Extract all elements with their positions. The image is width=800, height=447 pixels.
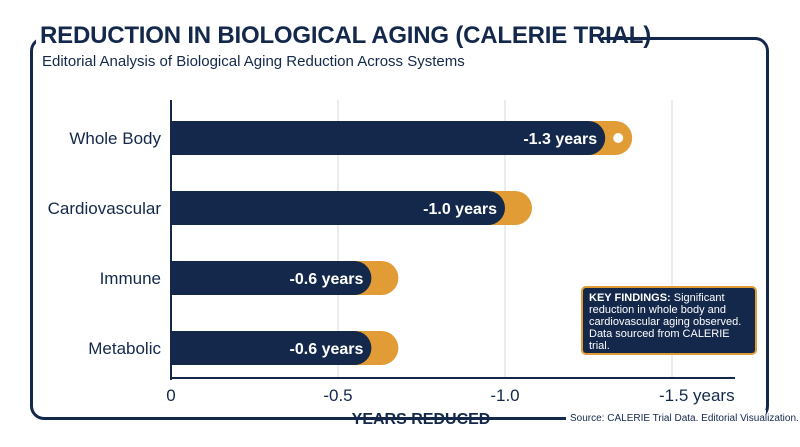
x-axis-label: YEARS REDUCED bbox=[352, 411, 491, 428]
bar-value-label: -0.6 years bbox=[290, 341, 364, 358]
key-findings-text: Significant reduction in whole body and … bbox=[589, 292, 742, 352]
source-note: Source: CALERIE Trial Data. Editorial Vi… bbox=[570, 413, 799, 424]
x-tick-label: 0 bbox=[166, 386, 175, 405]
bar-left-edge bbox=[171, 121, 190, 155]
bar-value-label: -0.6 years bbox=[290, 271, 364, 288]
x-tick-label: -1.0 bbox=[490, 386, 519, 405]
bar bbox=[171, 191, 505, 225]
chart-subtitle: Editorial Analysis of Biological Aging R… bbox=[42, 53, 465, 70]
chart-title: REDUCTION IN BIOLOGICAL AGING (CALERIE T… bbox=[40, 22, 651, 49]
category-label: Cardiovascular bbox=[48, 199, 162, 218]
category-label: Metabolic bbox=[88, 339, 161, 358]
bar bbox=[171, 331, 372, 365]
key-findings-label: KEY FINDINGS: bbox=[589, 292, 671, 304]
source-mask bbox=[566, 410, 766, 428]
x-tick-label: -1.5 years bbox=[659, 386, 735, 405]
highlight-dot bbox=[613, 133, 624, 143]
x-tick-label: -0.5 bbox=[323, 386, 352, 405]
bar-left-edge bbox=[171, 331, 190, 365]
bar bbox=[171, 261, 372, 295]
bar-value-label: -1.0 years bbox=[423, 201, 497, 218]
bar bbox=[171, 121, 606, 155]
category-label: Whole Body bbox=[69, 129, 161, 148]
bar-left-edge bbox=[171, 261, 190, 295]
bar-left-edge bbox=[171, 191, 190, 225]
title-mask bbox=[36, 26, 602, 48]
bar-value-label: -1.3 years bbox=[523, 131, 597, 148]
category-label: Immune bbox=[100, 269, 161, 288]
key-findings-box: KEY FINDINGS: Significant reduction in w… bbox=[581, 286, 757, 355]
